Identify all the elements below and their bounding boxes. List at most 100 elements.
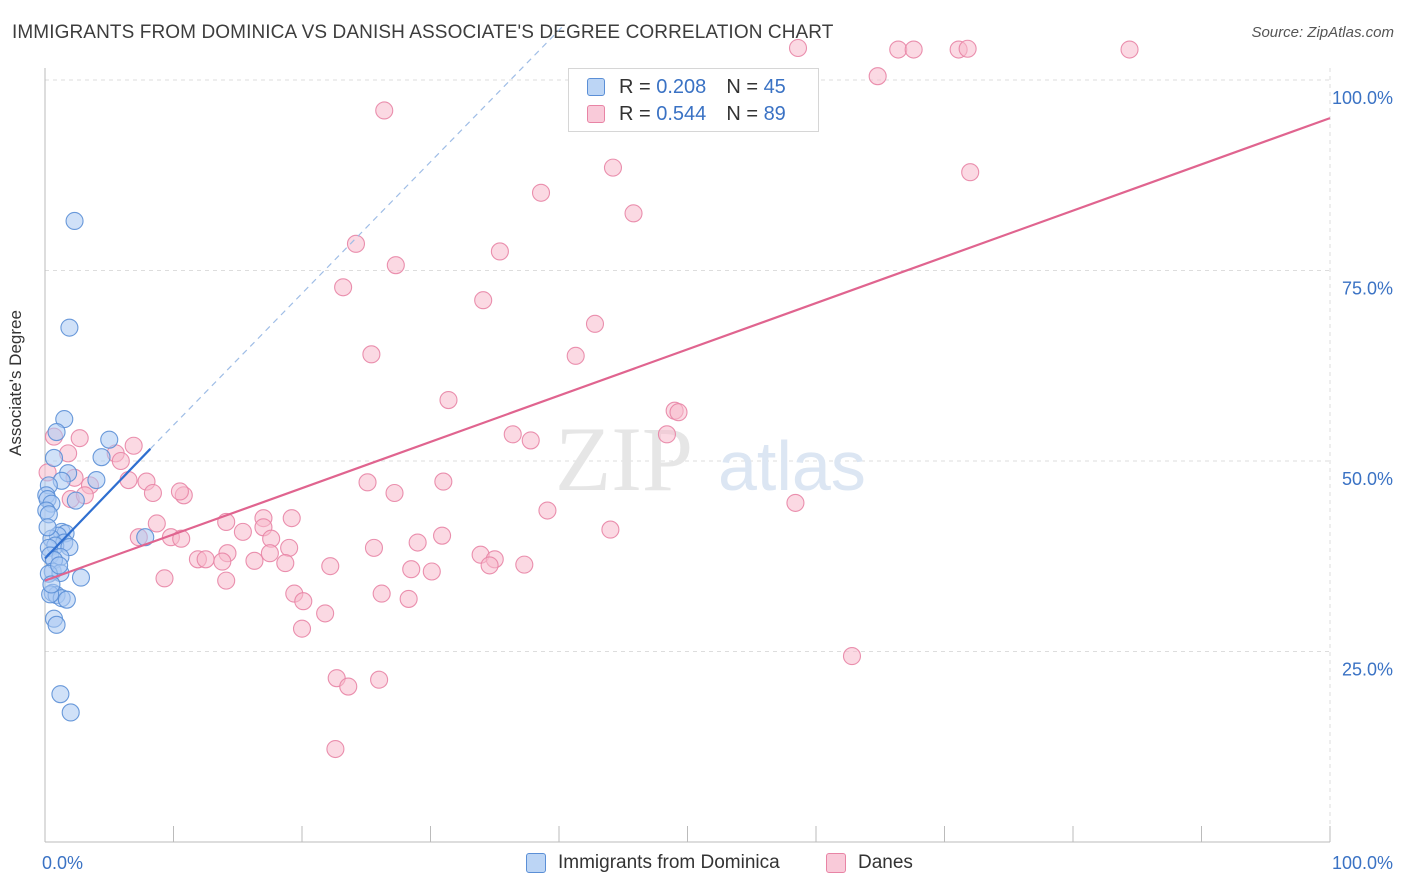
danes-point	[474, 291, 493, 310]
danes-point	[147, 514, 166, 533]
danes-point	[326, 739, 345, 759]
watermark: ZIP atlas	[555, 408, 866, 510]
y-tick-labels: 25.0% 50.0% 75.0% 100.0%	[1332, 88, 1393, 680]
danes-point	[280, 538, 299, 557]
danes-point	[111, 451, 130, 471]
series-swatch-pink	[826, 853, 846, 873]
correlation-legend: R = 0.208 N = 45 R = 0.544 N = 89	[568, 68, 819, 132]
danes-point	[786, 493, 805, 512]
danes-points	[38, 38, 1139, 759]
danes-point	[321, 557, 340, 576]
legend-swatch-pink	[587, 105, 605, 123]
danes-point	[503, 425, 522, 444]
danes-point	[292, 619, 312, 638]
dominica-point	[51, 685, 70, 704]
danes-point	[370, 670, 389, 689]
dominica-point	[50, 556, 69, 575]
danes-point	[386, 256, 405, 275]
danes-point	[531, 183, 551, 202]
legend-r-label: R =	[619, 75, 651, 98]
danes-point	[521, 431, 540, 450]
danes-point	[422, 562, 441, 581]
y-tick-label: 25.0%	[1342, 660, 1393, 680]
legend-swatch-blue	[587, 78, 605, 96]
danes-point	[372, 584, 391, 603]
danes-point	[233, 522, 252, 541]
axes	[44, 68, 1331, 843]
dominica-points	[37, 211, 155, 722]
danes-point	[868, 67, 887, 86]
source-credit: Source: ZipAtlas.com	[1251, 24, 1394, 41]
danes-point	[375, 101, 394, 120]
dominica-point	[87, 470, 106, 490]
danes-point	[282, 509, 301, 528]
danes-point	[170, 482, 189, 501]
dominica-trend-line	[44, 448, 152, 560]
danes-point	[788, 38, 808, 58]
danes-point	[657, 425, 676, 444]
danes-point	[1120, 40, 1139, 59]
danes-point	[842, 647, 862, 666]
series-swatch-blue	[526, 853, 546, 873]
legend-n-value: 89	[763, 102, 786, 125]
danes-point	[402, 560, 421, 579]
y-tick-label: 75.0%	[1342, 279, 1393, 299]
dominica-point	[38, 518, 57, 537]
legend-row-dominica: R = 0.208 N = 45	[587, 75, 786, 99]
dominica-point	[57, 590, 76, 609]
legend-r-value: 0.208	[656, 75, 707, 98]
danes-point	[172, 529, 191, 548]
legend-row-danes: R = 0.544 N = 89	[587, 102, 786, 126]
dominica-point	[61, 703, 80, 722]
dominica-point	[60, 318, 79, 337]
danes-point	[70, 429, 89, 448]
legend-n-label: N =	[726, 75, 758, 98]
danes-point	[601, 520, 620, 539]
danes-point	[515, 555, 534, 574]
dominica-point	[71, 568, 91, 587]
danes-point	[585, 314, 605, 333]
danes-point	[408, 533, 427, 552]
danes-point	[385, 483, 404, 503]
danes-point	[439, 390, 458, 410]
danes-point	[364, 538, 384, 557]
danes-point	[143, 483, 162, 503]
y-tick-label: 50.0%	[1342, 469, 1393, 489]
legend-r-label: R =	[619, 102, 651, 125]
danes-point	[566, 346, 585, 365]
danes-point	[961, 163, 980, 182]
danes-point	[124, 436, 143, 455]
danes-point	[316, 604, 335, 623]
danes-point	[480, 556, 499, 575]
x-tick-label-right: 100.0%	[1332, 853, 1393, 873]
legend-n-value: 45	[763, 75, 786, 98]
danes-point	[213, 552, 232, 571]
danes-point	[339, 677, 358, 696]
danes-trend-line	[44, 117, 1331, 582]
danes-point	[346, 234, 366, 253]
legend-r-value: 0.544	[656, 102, 707, 125]
danes-point	[362, 345, 381, 364]
danes-point	[603, 158, 623, 177]
danes-point	[155, 569, 174, 588]
chart-title: IMMIGRANTS FROM DOMINICA VS DANISH ASSOC…	[12, 22, 834, 43]
danes-point	[294, 592, 313, 611]
danes-point	[217, 571, 236, 590]
danes-point	[119, 470, 138, 490]
danes-point	[538, 501, 557, 520]
danes-point	[334, 278, 353, 297]
danes-point	[434, 472, 453, 491]
dominica-point	[92, 448, 111, 467]
danes-point	[624, 204, 643, 223]
danes-point	[958, 39, 977, 58]
danes-point	[276, 554, 295, 573]
series-legend-dominica: Immigrants from Dominica	[526, 852, 780, 874]
dominica-point	[47, 615, 66, 634]
series-name-danes: Danes	[858, 852, 913, 873]
dominica-point	[47, 422, 66, 442]
dominica-point	[44, 448, 64, 468]
danes-point	[358, 473, 377, 492]
x-tick-label-left: 0.0%	[42, 853, 83, 873]
series-name-dominica: Immigrants from Dominica	[558, 852, 780, 873]
